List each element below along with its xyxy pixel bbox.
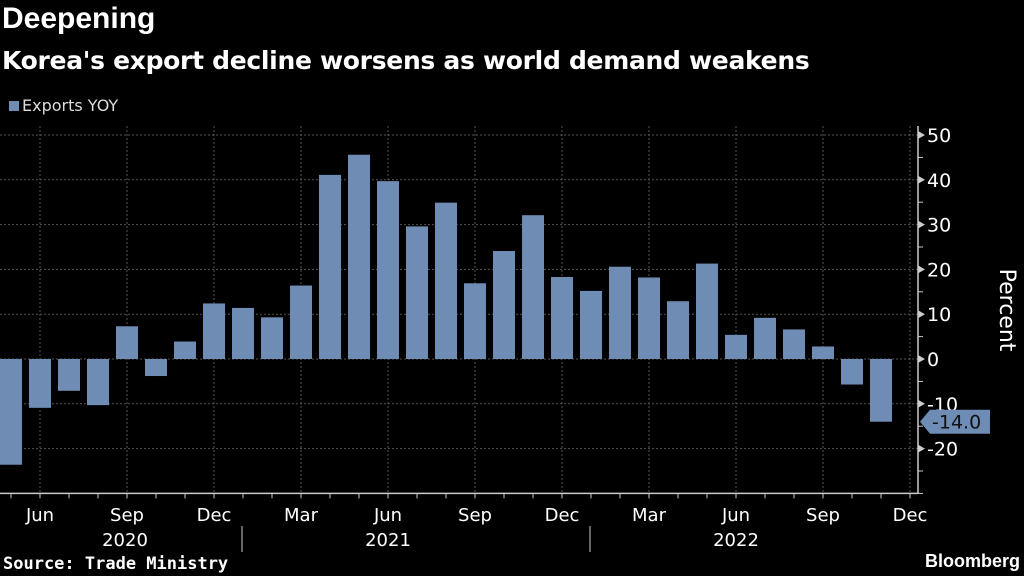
bar-2022-11 xyxy=(870,359,892,422)
chart-subtitle: Korea's export decline worsens as world … xyxy=(2,46,810,75)
legend-label: Exports YOY xyxy=(22,96,119,115)
bar-2021-07 xyxy=(406,226,428,359)
x-month-label: Dec xyxy=(197,505,232,526)
y-tick-marker xyxy=(918,265,925,274)
bar-2022-08 xyxy=(783,329,805,359)
bar-2021-02 xyxy=(261,317,283,359)
last-value-label: -14.0 xyxy=(932,412,981,434)
chart-title: Deepening xyxy=(2,2,156,35)
y-tick-label: 20 xyxy=(927,259,951,281)
y-tick-marker xyxy=(918,175,925,184)
last-value-callout xyxy=(920,409,990,434)
y-tick-marker xyxy=(918,444,925,453)
legend: Exports YOY xyxy=(9,96,118,115)
x-month-label: Jun xyxy=(373,505,402,526)
x-month-label: Jun xyxy=(25,505,54,526)
y-tick-label: 40 xyxy=(927,170,951,192)
bar-2022-10 xyxy=(841,359,863,385)
y-tick-marker xyxy=(918,355,925,363)
bar-2020-06 xyxy=(29,359,51,408)
bar-2020-10 xyxy=(145,359,167,377)
source-note: Source: Trade Ministry xyxy=(3,554,229,574)
bar-2021-05 xyxy=(348,154,370,359)
x-month-label: Sep xyxy=(110,505,144,526)
bar-2021-11 xyxy=(522,215,544,359)
bar-2021-10 xyxy=(493,251,515,359)
bar-2021-06 xyxy=(377,181,399,359)
y-tick-label: 10 xyxy=(927,304,951,326)
bar-2020-05 xyxy=(0,359,22,465)
x-month-label: Dec xyxy=(545,505,580,526)
y-axis-label: Percent xyxy=(994,269,1019,352)
y-tick-marker xyxy=(918,131,925,139)
bar-2020-09 xyxy=(116,326,138,359)
bar-2022-05 xyxy=(696,263,718,359)
y-tick-marker xyxy=(918,220,925,229)
bar-2021-09 xyxy=(464,283,486,359)
x-month-label: Sep xyxy=(806,505,840,526)
bar-2021-01 xyxy=(232,307,254,359)
x-month-label: Jun xyxy=(721,505,750,526)
x-month-label: Sep xyxy=(458,505,492,526)
bar-2021-12 xyxy=(551,277,573,359)
bar-2021-08 xyxy=(435,202,457,359)
bar-2022-02 xyxy=(609,266,631,359)
bar-2021-03 xyxy=(290,285,312,359)
y-tick-marker xyxy=(918,310,925,319)
y-tick-marker xyxy=(918,399,925,408)
x-year-label: 2020 xyxy=(102,530,148,551)
x-month-label: Mar xyxy=(284,505,319,526)
bar-2020-08 xyxy=(87,359,109,406)
bar-2020-11 xyxy=(174,341,196,359)
bar-2020-07 xyxy=(58,359,80,391)
x-month-label: Dec xyxy=(893,505,928,526)
bar-2022-04 xyxy=(667,301,689,359)
x-year-label: 2021 xyxy=(365,530,411,551)
y-tick-label: -20 xyxy=(927,439,958,461)
x-year-label: 2022 xyxy=(713,530,759,551)
bar-2022-01 xyxy=(580,290,602,359)
y-tick-label: 0 xyxy=(927,349,939,371)
bar-2022-06 xyxy=(725,334,747,359)
y-tick-label: 50 xyxy=(927,125,951,147)
x-month-label: Mar xyxy=(632,505,667,526)
bar-2022-09 xyxy=(812,346,834,359)
y-tick-label: 30 xyxy=(927,215,951,237)
bar-2022-03 xyxy=(638,277,660,359)
brand-logo: Bloomberg xyxy=(924,551,1020,571)
bar-2021-04 xyxy=(319,174,341,359)
legend-swatch xyxy=(9,100,19,111)
bar-2020-12 xyxy=(203,303,225,359)
bar-2022-07 xyxy=(754,317,776,359)
